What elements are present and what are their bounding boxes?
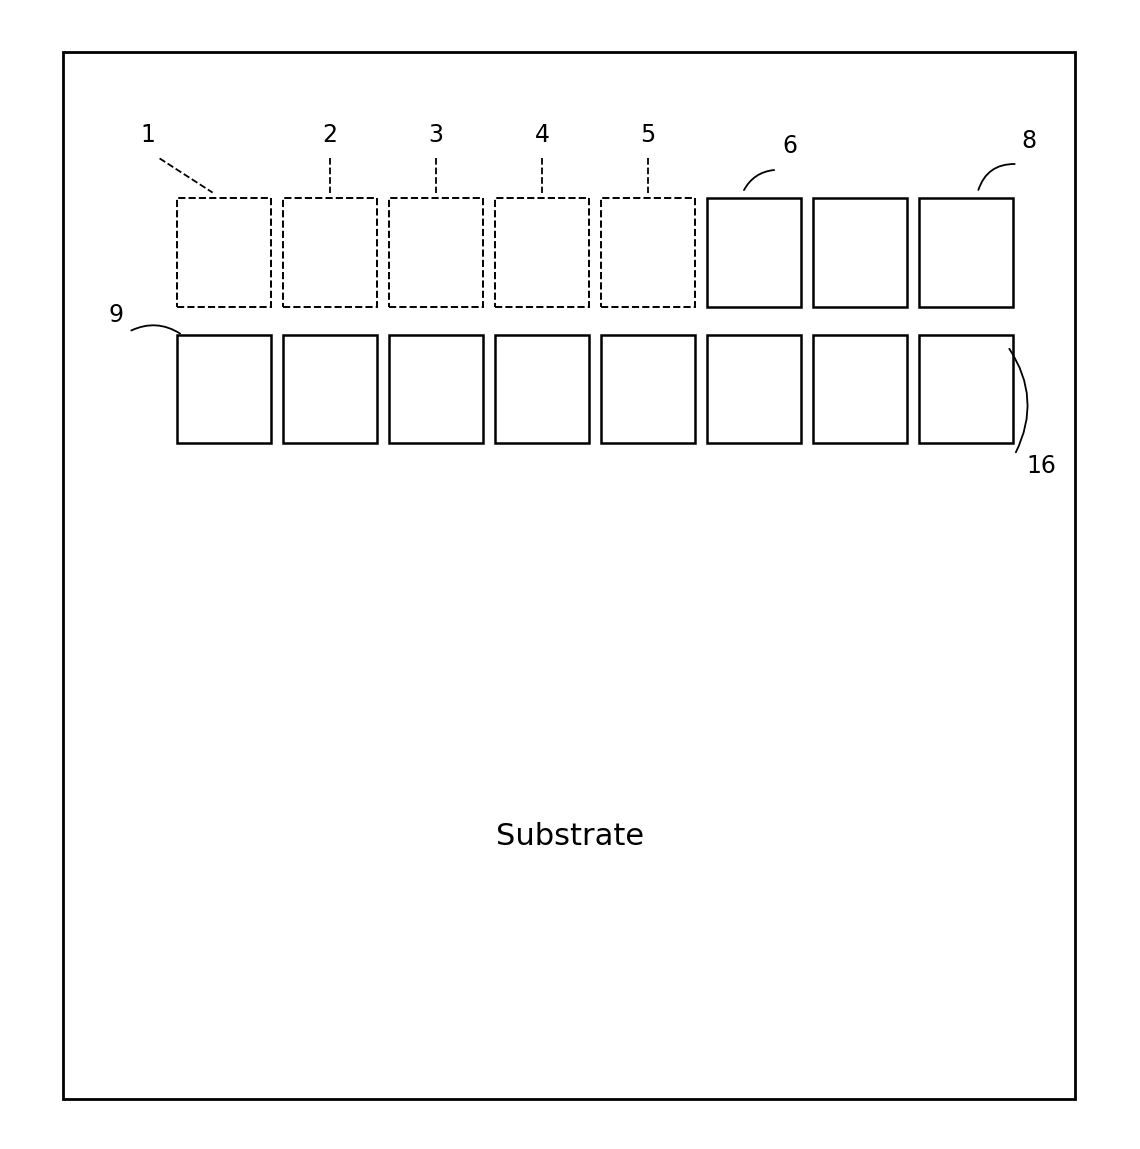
Bar <box>389 199 483 307</box>
Bar <box>177 199 271 307</box>
Bar <box>495 199 589 307</box>
Bar <box>707 336 801 444</box>
Bar <box>707 199 801 307</box>
Text: Substrate: Substrate <box>496 823 644 851</box>
Text: 2: 2 <box>323 123 337 147</box>
Text: 6: 6 <box>782 134 798 159</box>
Bar <box>283 199 377 307</box>
Bar <box>63 53 1075 1098</box>
Bar <box>601 199 695 307</box>
Text: 1: 1 <box>140 123 156 147</box>
Text: 16: 16 <box>1026 454 1056 478</box>
Bar <box>813 336 907 444</box>
Bar <box>495 336 589 444</box>
Bar <box>177 336 271 444</box>
Bar <box>919 199 1013 307</box>
Bar <box>601 336 695 444</box>
Text: 3: 3 <box>429 123 443 147</box>
Bar <box>283 336 377 444</box>
Text: 9: 9 <box>108 302 123 326</box>
Bar <box>389 336 483 444</box>
Text: 8: 8 <box>1021 129 1036 153</box>
Text: 5: 5 <box>641 123 656 147</box>
Bar <box>919 336 1013 444</box>
Bar <box>813 199 907 307</box>
Text: 4: 4 <box>535 123 549 147</box>
